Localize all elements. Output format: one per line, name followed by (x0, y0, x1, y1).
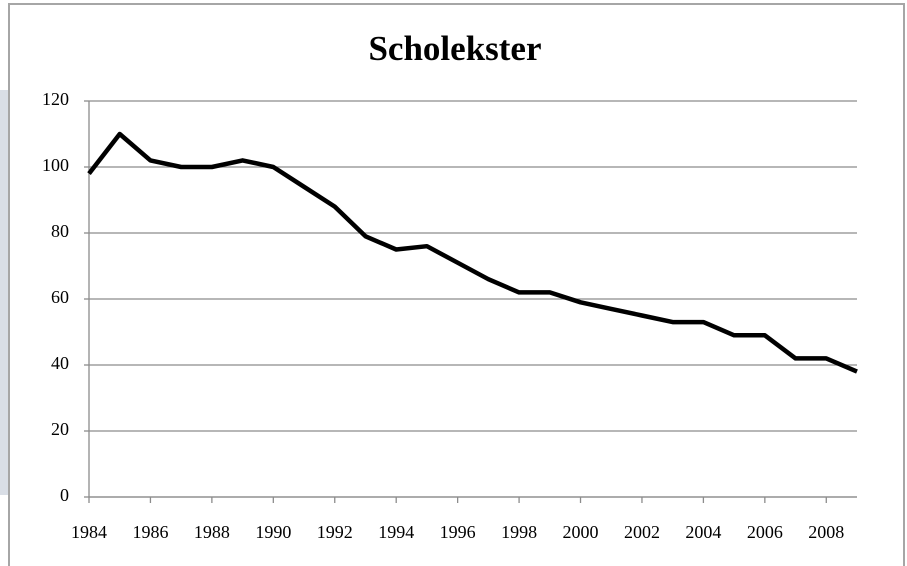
x-tick-label: 1998 (501, 522, 537, 542)
y-tick-label: 100 (42, 155, 69, 175)
x-tick-label: 1990 (255, 522, 291, 542)
x-tick-label: 2000 (563, 522, 599, 542)
x-tick-label: 1994 (378, 522, 414, 542)
y-tick-label: 0 (60, 485, 69, 505)
chart-title: Scholekster (368, 29, 541, 68)
x-tick-label: 2006 (747, 522, 783, 542)
y-tick-label: 120 (42, 89, 69, 109)
x-tick-label: 2004 (685, 522, 721, 542)
x-tick-label: 1984 (71, 522, 107, 542)
x-tick-label: 2002 (624, 522, 660, 542)
data-line (87, 131, 858, 374)
x-tick-label: 1992 (317, 522, 353, 542)
y-tick-label: 60 (51, 287, 69, 307)
x-tick-label: 1988 (194, 522, 230, 542)
x-tick-label: 2008 (808, 522, 844, 542)
x-tick-label: 1996 (440, 522, 476, 542)
y-tick-label: 80 (51, 221, 69, 241)
x-tick-label: 1986 (132, 522, 168, 542)
chart-frame (8, 3, 905, 566)
y-tick-label: 40 (51, 353, 69, 373)
y-tick-label: 20 (51, 419, 69, 439)
side-strip (0, 90, 10, 495)
